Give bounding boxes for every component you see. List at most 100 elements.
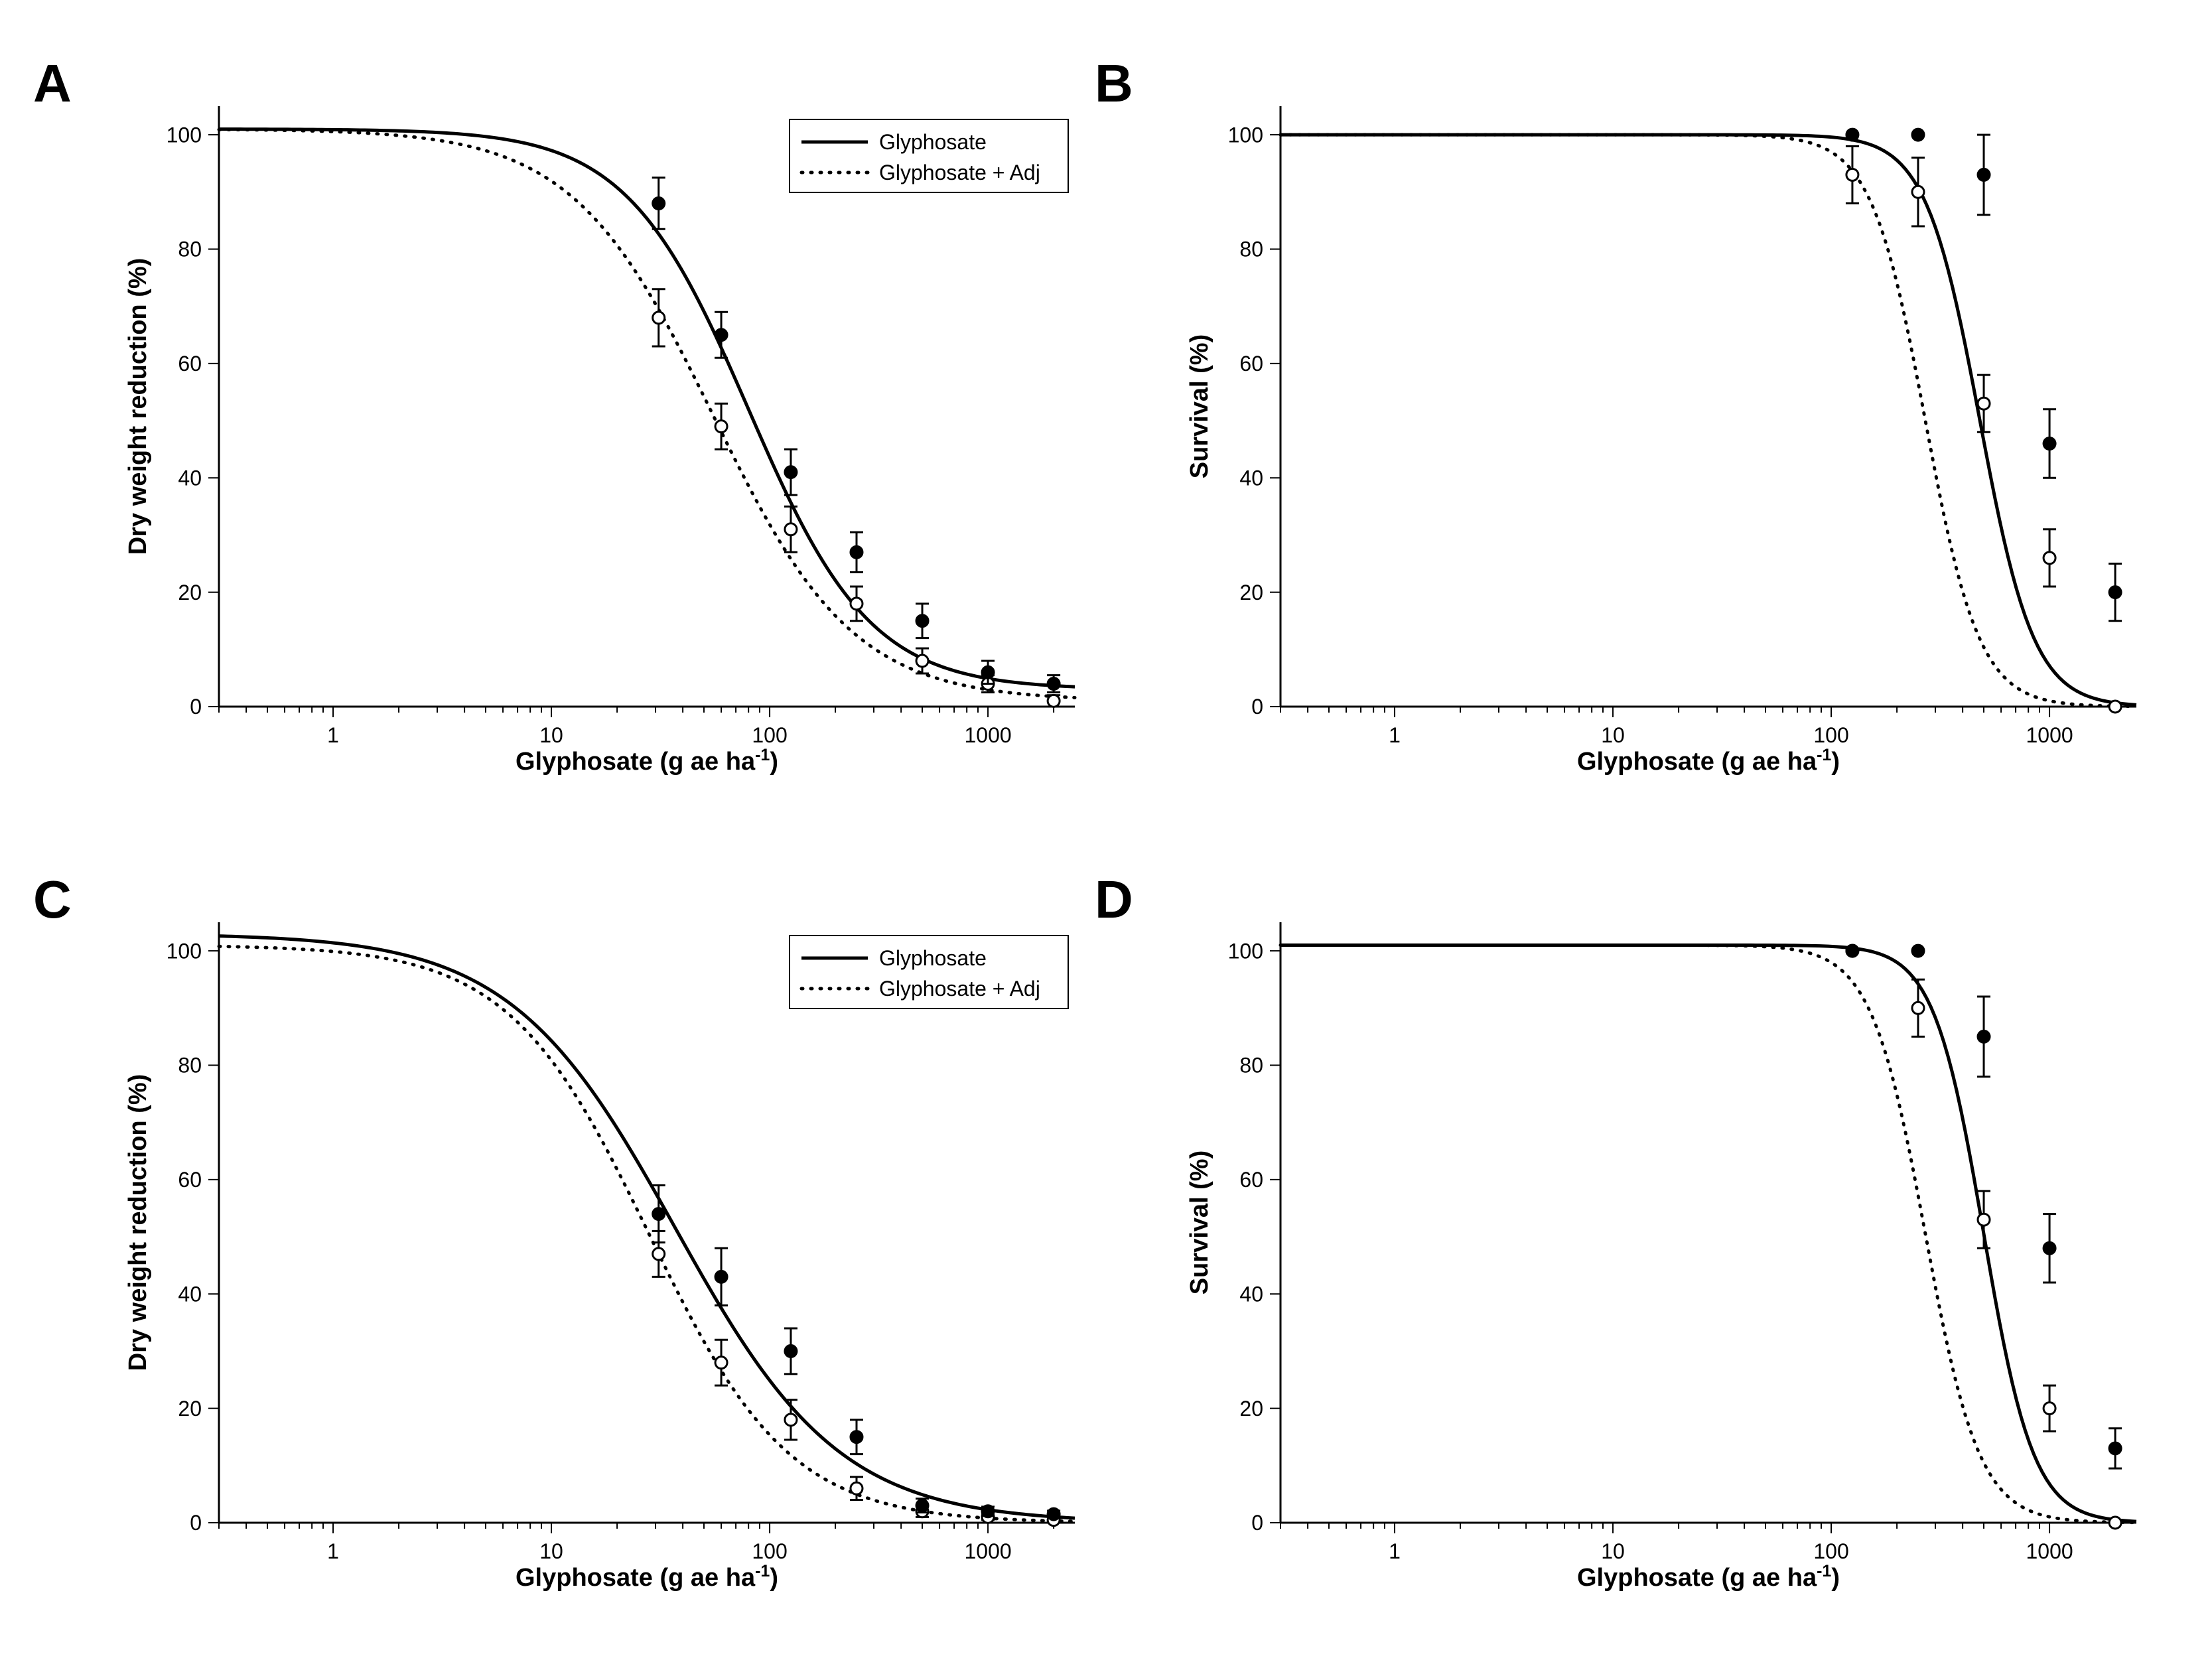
y-tick-label: 80 (1239, 238, 1263, 261)
y-tick-label: 20 (1239, 581, 1263, 604)
marker-glyphosate-adj (1048, 695, 1060, 707)
legend-label: Glyphosate (879, 130, 987, 154)
marker-glyphosate (916, 1500, 928, 1511)
x-tick-label: 1 (1389, 723, 1401, 747)
x-axis-label: Glyphosate (g ae ha-1) (1577, 1562, 1840, 1592)
y-axis-label: Survival (%) (1186, 1151, 1213, 1295)
y-tick-label: 80 (178, 1054, 202, 1078)
marker-glyphosate (715, 329, 727, 341)
marker-glyphosate (982, 1505, 994, 1517)
x-tick-label: 100 (752, 1539, 787, 1563)
y-tick-label: 100 (1228, 123, 1263, 147)
marker-glyphosate (1978, 1030, 1990, 1042)
figure-root: A020406080100Dry weight reduction (%)110… (0, 0, 2212, 1674)
curve-glyphosate-adj (1280, 945, 2136, 1522)
y-tick-label: 60 (1239, 352, 1263, 376)
x-axis-label-tail: ) (1831, 748, 1840, 776)
panel-svg: 020406080100Dry weight reduction (%)1101… (106, 80, 1101, 809)
x-axis-label-base: Glyphosate (g ae ha (516, 748, 756, 776)
x-tick-label: 1 (327, 723, 339, 747)
x-tick-label: 10 (1601, 723, 1625, 747)
panel-label: B (1095, 53, 1133, 114)
x-axis-label-tail: ) (1831, 1564, 1840, 1592)
y-tick-label: 60 (178, 1168, 202, 1192)
x-axis-label-base: Glyphosate (g ae ha (516, 1564, 756, 1592)
marker-glyphosate (1912, 945, 1924, 957)
marker-glyphosate (785, 466, 797, 478)
marker-glyphosate (785, 1345, 797, 1357)
x-tick-label: 100 (1813, 723, 1848, 747)
marker-glyphosate-adj (1978, 1214, 1990, 1225)
x-axis-label-tail: ) (770, 748, 778, 776)
y-tick-label: 100 (1228, 939, 1263, 963)
marker-glyphosate (1048, 678, 1060, 690)
marker-glyphosate (982, 666, 994, 678)
x-axis-label-sup: -1 (1817, 1562, 1831, 1580)
curve-glyphosate (1280, 945, 2136, 1521)
marker-glyphosate (2109, 1442, 2121, 1454)
legend-label: Glyphosate + Adj (879, 977, 1040, 1001)
marker-glyphosate (1846, 945, 1858, 957)
panel-c: C020406080100Dry weight reduction (%)110… (106, 896, 1101, 1626)
curve-glyphosate-adj (1280, 135, 2136, 707)
y-tick-label: 0 (190, 695, 202, 719)
x-axis-label-sup: -1 (755, 1562, 770, 1580)
marker-glyphosate (1846, 129, 1858, 141)
marker-glyphosate-adj (653, 312, 665, 324)
marker-glyphosate-adj (1912, 186, 1924, 198)
panel-svg: 020406080100Survival (%)1101001000Glypho… (1168, 896, 2163, 1626)
x-axis-label: Glyphosate (g ae ha-1) (516, 746, 778, 776)
y-axis-label: Dry weight reduction (%) (124, 1074, 152, 1371)
y-tick-label: 0 (1251, 695, 1263, 719)
y-tick-label: 20 (178, 581, 202, 604)
x-tick-label: 1000 (964, 723, 1011, 747)
x-axis-label-tail: ) (770, 1564, 778, 1592)
marker-glyphosate-adj (2043, 552, 2055, 564)
x-tick-label: 10 (1601, 1539, 1625, 1563)
y-axis-label: Survival (%) (1186, 334, 1213, 479)
y-tick-label: 40 (1239, 1282, 1263, 1306)
x-axis-label-sup: -1 (1817, 746, 1831, 764)
y-tick-label: 40 (178, 1282, 202, 1306)
marker-glyphosate (1048, 1508, 1060, 1520)
marker-glyphosate (2043, 1242, 2055, 1254)
legend-label: Glyphosate (879, 946, 987, 970)
marker-glyphosate-adj (1846, 169, 1858, 180)
panel-label: D (1095, 869, 1133, 930)
curve-glyphosate-adj (219, 129, 1075, 697)
marker-glyphosate (653, 1208, 665, 1220)
y-tick-label: 20 (178, 1397, 202, 1421)
marker-glyphosate-adj (653, 1248, 665, 1260)
x-axis-label-base: Glyphosate (g ae ha (1577, 1564, 1817, 1592)
x-axis-label-base: Glyphosate (g ae ha (1577, 748, 1817, 776)
y-tick-label: 100 (167, 123, 202, 147)
marker-glyphosate-adj (785, 1414, 797, 1426)
curve-glyphosate (219, 129, 1075, 687)
marker-glyphosate-adj (1978, 397, 1990, 409)
x-axis-label: Glyphosate (g ae ha-1) (516, 1562, 778, 1592)
marker-glyphosate (916, 615, 928, 627)
y-tick-label: 60 (1239, 1168, 1263, 1192)
marker-glyphosate (2043, 438, 2055, 450)
y-tick-label: 0 (190, 1511, 202, 1535)
x-tick-label: 100 (1813, 1539, 1848, 1563)
x-tick-label: 1000 (2026, 723, 2073, 747)
x-tick-label: 100 (752, 723, 787, 747)
marker-glyphosate (851, 546, 863, 558)
marker-glyphosate-adj (851, 598, 863, 610)
y-tick-label: 80 (1239, 1054, 1263, 1078)
panel-b: B020406080100Survival (%)1101001000Glyph… (1168, 80, 2163, 809)
y-tick-label: 80 (178, 238, 202, 261)
y-tick-label: 60 (178, 352, 202, 376)
x-tick-label: 1000 (2026, 1539, 2073, 1563)
marker-glyphosate (851, 1431, 863, 1443)
marker-glyphosate (1978, 169, 1990, 180)
marker-glyphosate-adj (916, 655, 928, 667)
panel-svg: 020406080100Survival (%)1101001000Glypho… (1168, 80, 2163, 809)
y-axis-label: Dry weight reduction (%) (124, 258, 152, 555)
x-axis-label-sup: -1 (755, 746, 770, 764)
x-tick-label: 1000 (964, 1539, 1011, 1563)
marker-glyphosate-adj (2109, 1517, 2121, 1529)
legend-label: Glyphosate + Adj (879, 161, 1040, 184)
x-tick-label: 1 (1389, 1539, 1401, 1563)
